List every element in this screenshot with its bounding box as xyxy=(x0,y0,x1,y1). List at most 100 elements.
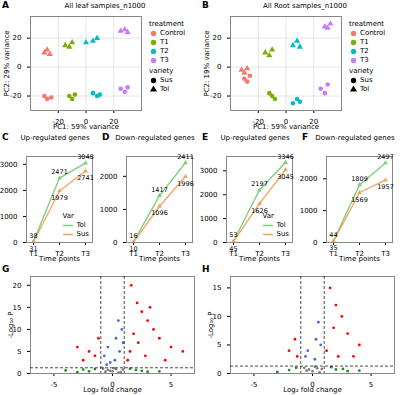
html-text:All Root samples_n1000: All Root samples_n1000 xyxy=(263,2,347,10)
svg-text:0: 0 xyxy=(217,370,221,378)
html-text:Tol: Tol xyxy=(360,85,370,93)
svg-text:1979: 1979 xyxy=(51,194,68,202)
svg-text:0: 0 xyxy=(13,239,17,247)
svg-text:5: 5 xyxy=(217,341,221,349)
svg-text:2000: 2000 xyxy=(300,175,318,183)
svg-text:15: 15 xyxy=(13,304,22,312)
html-text:variety: variety xyxy=(349,67,374,75)
html-text:Control: Control xyxy=(160,29,186,37)
svg-text:20: 20 xyxy=(13,34,22,42)
html-text:treatment: treatment xyxy=(149,20,185,28)
html-text:T3: T3 xyxy=(160,56,169,64)
html-text:Down-regulated genes: Down-regulated genes xyxy=(115,134,195,142)
svg-text:2741: 2741 xyxy=(77,174,94,182)
html-text:T2: T2 xyxy=(360,47,369,55)
svg-text:T1: T1 xyxy=(29,250,38,259)
html-text:Sus: Sus xyxy=(360,76,373,84)
svg-text:-Log₁₀ P: -Log₁₀ P xyxy=(207,311,215,338)
svg-text:3346: 3346 xyxy=(277,153,294,161)
html-text:T1: T1 xyxy=(360,38,369,46)
svg-text:T1: T1 xyxy=(329,250,338,259)
svg-text:20: 20 xyxy=(13,282,22,290)
svg-text:0: 0 xyxy=(17,370,21,378)
svg-text:Time points: Time points xyxy=(138,255,180,263)
html-text:Tol: Tol xyxy=(160,85,170,93)
html-text:All leaf samples_n1000: All leaf samples_n1000 xyxy=(64,2,146,10)
svg-text:2411: 2411 xyxy=(177,153,194,161)
svg-text:5: 5 xyxy=(169,381,173,389)
svg-text:Time points: Time points xyxy=(38,255,80,263)
svg-text:10: 10 xyxy=(12,325,22,334)
svg-text:-20: -20 xyxy=(210,92,221,100)
svg-text:2497: 2497 xyxy=(377,153,394,161)
svg-text:35: 35 xyxy=(329,244,337,252)
svg-text:2000: 2000 xyxy=(100,173,118,181)
svg-text:3048: 3048 xyxy=(77,153,94,161)
svg-text:10: 10 xyxy=(212,312,222,321)
html-text:Var: Var xyxy=(62,212,74,220)
svg-text:T3: T3 xyxy=(380,250,390,258)
svg-text:PC1: 59% variance: PC1: 59% variance xyxy=(53,123,119,131)
svg-text:5: 5 xyxy=(369,381,373,389)
svg-text:38: 38 xyxy=(29,232,37,240)
svg-text:-20: -20 xyxy=(10,92,21,100)
html-text:variety: variety xyxy=(149,67,174,75)
svg-text:3000: 3000 xyxy=(200,167,218,175)
svg-text:PC2: 19% variance: PC2: 19% variance xyxy=(203,30,211,96)
svg-text:PC2: 29% variance: PC2: 29% variance xyxy=(3,30,11,96)
svg-text:53: 53 xyxy=(229,231,237,239)
svg-text:2000: 2000 xyxy=(200,191,218,199)
html-text:treatment: treatment xyxy=(349,20,385,28)
svg-text:T1: T1 xyxy=(229,250,238,259)
svg-text:T1: T1 xyxy=(129,250,138,259)
svg-text:1569: 1569 xyxy=(351,196,368,204)
svg-text:1957: 1957 xyxy=(377,183,394,191)
svg-text:Log₂ fold change: Log₂ fold change xyxy=(83,386,142,394)
html-text:Tol: Tol xyxy=(76,221,86,229)
svg-text:1417: 1417 xyxy=(151,186,168,194)
svg-text:3045: 3045 xyxy=(277,173,294,181)
svg-text:1996: 1996 xyxy=(177,180,194,188)
svg-text:0: 0 xyxy=(17,63,21,71)
html-text:Sus: Sus xyxy=(76,230,89,238)
svg-text:-Log₁₀ P: -Log₁₀ P xyxy=(7,311,15,338)
html-text:Sus: Sus xyxy=(160,76,173,84)
svg-text:44: 44 xyxy=(329,231,337,239)
svg-text:15: 15 xyxy=(213,284,222,292)
svg-text:1000: 1000 xyxy=(300,207,318,215)
html-text:T1: T1 xyxy=(160,38,169,46)
svg-text:-5: -5 xyxy=(50,381,57,389)
svg-text:20: 20 xyxy=(213,34,222,42)
svg-text:1000: 1000 xyxy=(100,206,118,214)
svg-text:1000: 1000 xyxy=(0,213,18,221)
svg-text:Time points: Time points xyxy=(338,255,380,263)
svg-text:2471: 2471 xyxy=(51,168,68,176)
html-text:T2: T2 xyxy=(160,47,169,55)
html-text:Up-regulated genes: Up-regulated genes xyxy=(20,134,90,142)
svg-text:5: 5 xyxy=(17,348,21,356)
svg-text:2000: 2000 xyxy=(0,187,18,195)
svg-text:0: 0 xyxy=(313,239,317,247)
svg-text:1809: 1809 xyxy=(351,175,368,183)
svg-text:T3: T3 xyxy=(280,250,290,258)
svg-text:10: 10 xyxy=(129,245,137,253)
svg-text:2197: 2197 xyxy=(251,180,268,188)
svg-text:Time points: Time points xyxy=(238,255,280,263)
svg-text:0: 0 xyxy=(113,239,117,247)
html-text:T3: T3 xyxy=(360,56,369,64)
svg-text:1626: 1626 xyxy=(251,206,268,215)
svg-text:-5: -5 xyxy=(250,381,257,389)
svg-text:PC1: 59% variance: PC1: 59% variance xyxy=(253,123,319,131)
html-text:Control: Control xyxy=(360,29,386,37)
svg-text:1096: 1096 xyxy=(151,209,168,217)
svg-text:31: 31 xyxy=(29,245,37,253)
svg-text:T3: T3 xyxy=(180,250,190,258)
svg-text:16: 16 xyxy=(129,232,137,240)
svg-text:T3: T3 xyxy=(80,250,90,258)
svg-text:Log₂ fold change: Log₂ fold change xyxy=(283,386,342,394)
svg-text:0: 0 xyxy=(217,63,221,71)
svg-text:45: 45 xyxy=(229,245,237,253)
svg-text:3000: 3000 xyxy=(0,161,18,169)
svg-text:0: 0 xyxy=(213,239,217,247)
svg-text:1000: 1000 xyxy=(200,215,218,223)
